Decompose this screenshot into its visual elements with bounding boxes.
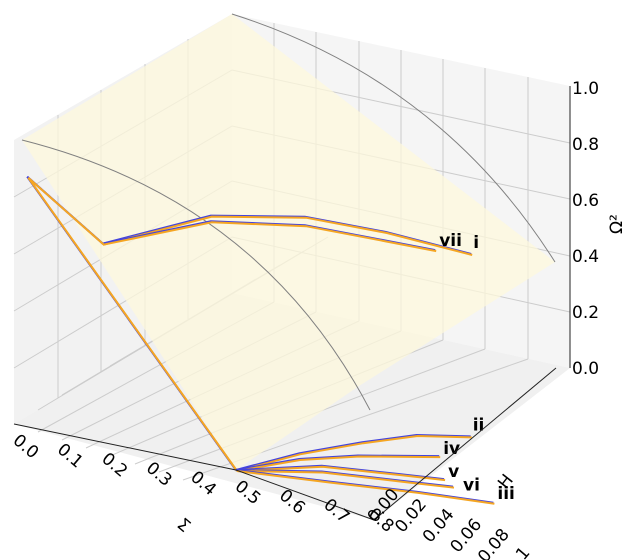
z-tick-label: 0.8 — [572, 135, 599, 155]
z-tick-label: 0.4 — [572, 247, 599, 267]
trajectory-label-vi: vi — [463, 476, 480, 496]
x-tick-label: 0.0 — [9, 431, 43, 464]
z-tick-label: 0.2 — [572, 303, 599, 323]
trajectory-label-vii: vii — [439, 231, 462, 251]
z-tick-label: 0.0 — [572, 359, 599, 379]
x-tick-label: 0.1 — [53, 440, 87, 473]
z-tick-label: 1.0 — [572, 79, 599, 99]
z-tick-label: 0.6 — [572, 191, 599, 211]
z-tick-labels: 0.0 0.2 0.4 0.6 0.8 1.0 — [572, 79, 599, 379]
trajectory-label-i: i — [473, 233, 479, 253]
trajectory-label-iv: iv — [443, 439, 460, 459]
x-axis-label: Σ — [173, 515, 194, 537]
z-axis-label: Ω² — [607, 214, 627, 234]
trajectory-label-v: v — [448, 462, 459, 482]
